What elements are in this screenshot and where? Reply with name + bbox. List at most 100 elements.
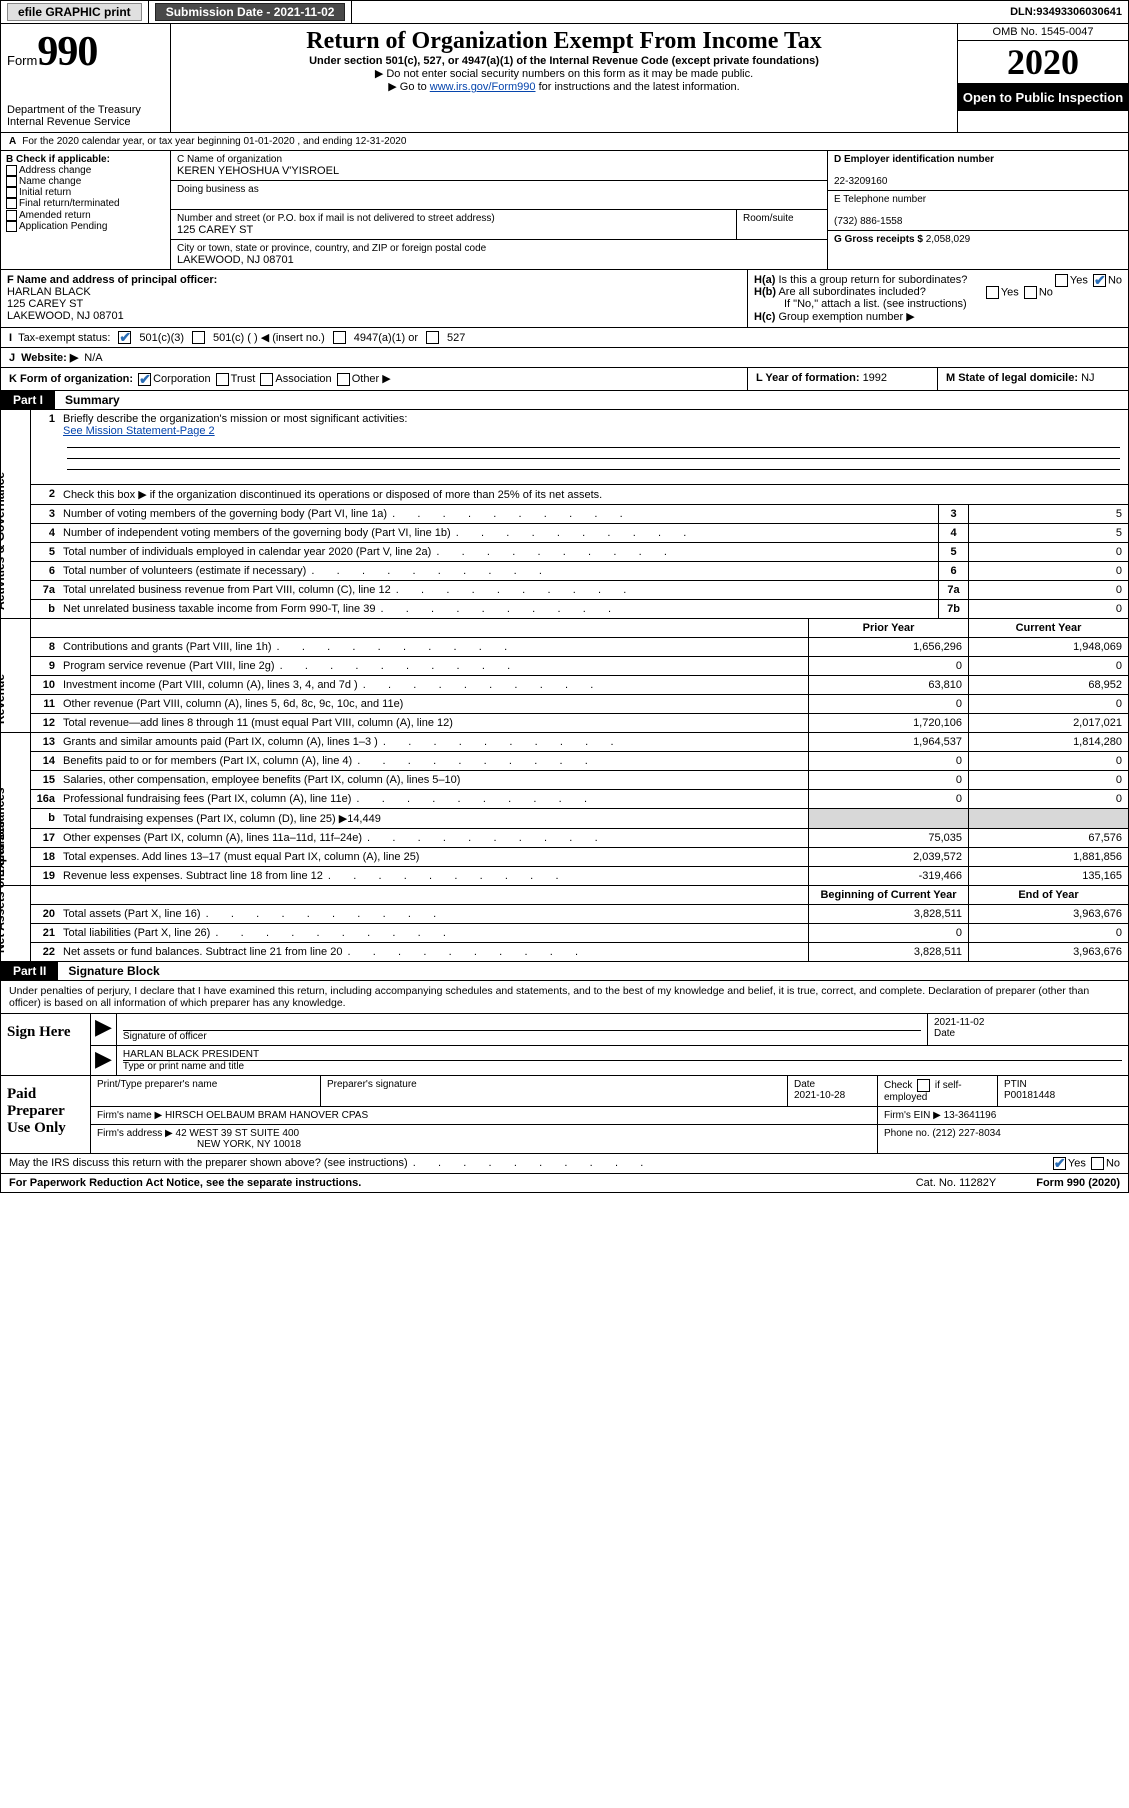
omb-number: OMB No. 1545-0047 [958,24,1128,41]
section-expenses: Expenses 13Grants and similar amounts pa… [0,732,1129,885]
checkbox-application-pending[interactable] [6,221,17,232]
l16b-text: Total fundraising expenses (Part IX, col… [59,809,808,828]
l7a-text: Total unrelated business revenue from Pa… [59,581,938,599]
trust-checkbox[interactable] [216,373,229,386]
form-subtitle: Under section 501(c), 527, or 4947(a)(1)… [177,55,951,67]
l3-text: Number of voting members of the governin… [59,505,938,523]
self-employed-checkbox[interactable] [917,1079,930,1092]
discuss-no-checkbox[interactable] [1091,1157,1104,1170]
discuss-text: May the IRS discuss this return with the… [9,1157,645,1169]
l5-value: 0 [968,543,1128,561]
signature-date-value: 2021-11-02 [934,1017,984,1028]
checkbox-address-change[interactable] [6,165,17,176]
prior-year-header: Prior Year [808,619,968,637]
vlabel-netassets: Net Assets or Fund Balances [1,886,31,961]
l4-value: 5 [968,524,1128,542]
section-revenue: Revenue Prior YearCurrent Year 8Contribu… [0,618,1129,732]
city-value: LAKEWOOD, NJ 08701 [177,254,294,266]
l11-text: Other revenue (Part VIII, column (A), li… [59,695,808,713]
form-org-label: K Form of organization: [9,373,133,385]
tax-period-text: For the 2020 calendar year, or tax year … [22,136,406,147]
l14-text: Benefits paid to or for members (Part IX… [59,752,808,770]
hb-no-checkbox[interactable] [1024,286,1037,299]
firm-name-value: HIRSCH OELBAUM BRAM HANOVER CPAS [165,1110,368,1121]
box-b-header: B Check if applicable: [6,154,110,165]
501c-checkbox[interactable] [192,331,205,344]
501c3-checkbox[interactable] [118,331,131,344]
efile-label: efile GRAPHIC print [1,1,149,23]
ha-yes-checkbox[interactable] [1055,274,1068,287]
firm-phone-label: Phone no. [884,1128,930,1139]
open-inspection: Open to Public Inspection [958,84,1128,111]
l16a-text: Professional fundraising fees (Part IX, … [59,790,808,808]
checkbox-amended-return[interactable] [6,210,17,221]
ptin-label: PTIN [1004,1079,1027,1090]
checkbox-name-change[interactable] [6,176,17,187]
ha-no-checkbox[interactable] [1093,274,1106,287]
vlabel-revenue: Revenue [1,619,31,732]
l18-text: Total expenses. Add lines 13–17 (must eq… [59,848,808,866]
4947-checkbox[interactable] [333,331,346,344]
efile-button[interactable]: efile GRAPHIC print [7,3,142,21]
form-ref: Form 990 (2020) [1036,1177,1120,1189]
block-fh: F Name and address of principal officer:… [0,270,1129,328]
box-klm: K Form of organization: Corporation Trus… [0,368,1129,391]
hb-yes-checkbox[interactable] [986,286,999,299]
city-label: City or town, state or province, country… [177,243,486,254]
discuss-yes-checkbox[interactable] [1053,1157,1066,1170]
instructions-link[interactable]: www.irs.gov/Form990 [430,81,536,93]
part2-title: Signature Block [58,962,169,980]
top-bar: efile GRAPHIC print Submission Date - 20… [0,0,1129,24]
l6-value: 0 [968,562,1128,580]
room-label: Room/suite [743,213,794,224]
box-deg: D Employer identification number 22-3209… [828,151,1128,269]
hc-text: Group exemption number ▶ [778,311,914,323]
sign-here-label: Sign Here [1,1014,91,1075]
l2-text: Check this box ▶ if the organization dis… [59,485,1128,504]
corporation-checkbox[interactable] [138,373,151,386]
checkbox-final-return[interactable] [6,198,17,209]
firm-ein-value: 13-3641196 [944,1110,997,1121]
association-checkbox[interactable] [260,373,273,386]
signature-arrow-icon: ▶ [91,1014,117,1045]
street-label: Number and street (or P.O. box if mail i… [177,213,495,224]
name-arrow-icon: ▶ [91,1046,117,1075]
527-checkbox[interactable] [426,331,439,344]
signature-date-label: Date [934,1028,955,1039]
other-checkbox[interactable] [337,373,350,386]
firm-ein-label: Firm's EIN ▶ [884,1110,941,1121]
year-formation-value: 1992 [863,372,887,384]
part2-header: Part II Signature Block [0,962,1129,981]
firm-phone-value: (212) 227-8034 [932,1128,1000,1139]
website-value: N/A [84,352,102,364]
checkbox-initial-return[interactable] [6,187,17,198]
mission-link[interactable]: See Mission Statement-Page 2 [63,425,215,437]
header-mid: Return of Organization Exempt From Incom… [171,24,958,132]
signature-officer-label: Signature of officer [123,1031,207,1042]
l21-text: Total liabilities (Part X, line 26) [59,924,808,942]
gross-receipts-value: 2,058,029 [926,234,971,245]
tax-exempt-label: Tax-exempt status: [18,332,110,344]
l13-text: Grants and similar amounts paid (Part IX… [59,733,808,751]
preparer-signature-label: Preparer's signature [321,1076,788,1106]
officer-printed-name: HARLAN BLACK PRESIDENT [123,1049,259,1060]
org-name: KEREN YEHOSHUA V'YISROEL [177,165,339,177]
officer-name: HARLAN BLACK [7,286,91,298]
beginning-year-header: Beginning of Current Year [808,886,968,904]
form-title: Return of Organization Exempt From Incom… [177,28,951,55]
dept-treasury: Department of the Treasury Internal Reve… [7,104,164,128]
l1-text: Briefly describe the organization's miss… [63,413,407,425]
section-netassets: Net Assets or Fund Balances Beginning of… [0,885,1129,962]
subdate-button[interactable]: Submission Date - 2021-11-02 [155,3,346,21]
l6-text: Total number of volunteers (estimate if … [59,562,938,580]
org-name-label: C Name of organization [177,154,282,165]
dln: DLN: 93493306030641 [1004,1,1128,23]
form-number: Form990 [7,28,164,76]
box-j: JWebsite: ▶ N/A [0,348,1129,368]
preparer-name-label: Print/Type preparer's name [91,1076,321,1106]
submission-date: Submission Date - 2021-11-02 [149,1,353,23]
box-b: B Check if applicable: Address change Na… [1,151,171,269]
ptin-value: P00181448 [1004,1090,1055,1101]
officer-city: LAKEWOOD, NJ 08701 [7,310,124,322]
firm-address2: NEW YORK, NY 10018 [97,1139,301,1150]
